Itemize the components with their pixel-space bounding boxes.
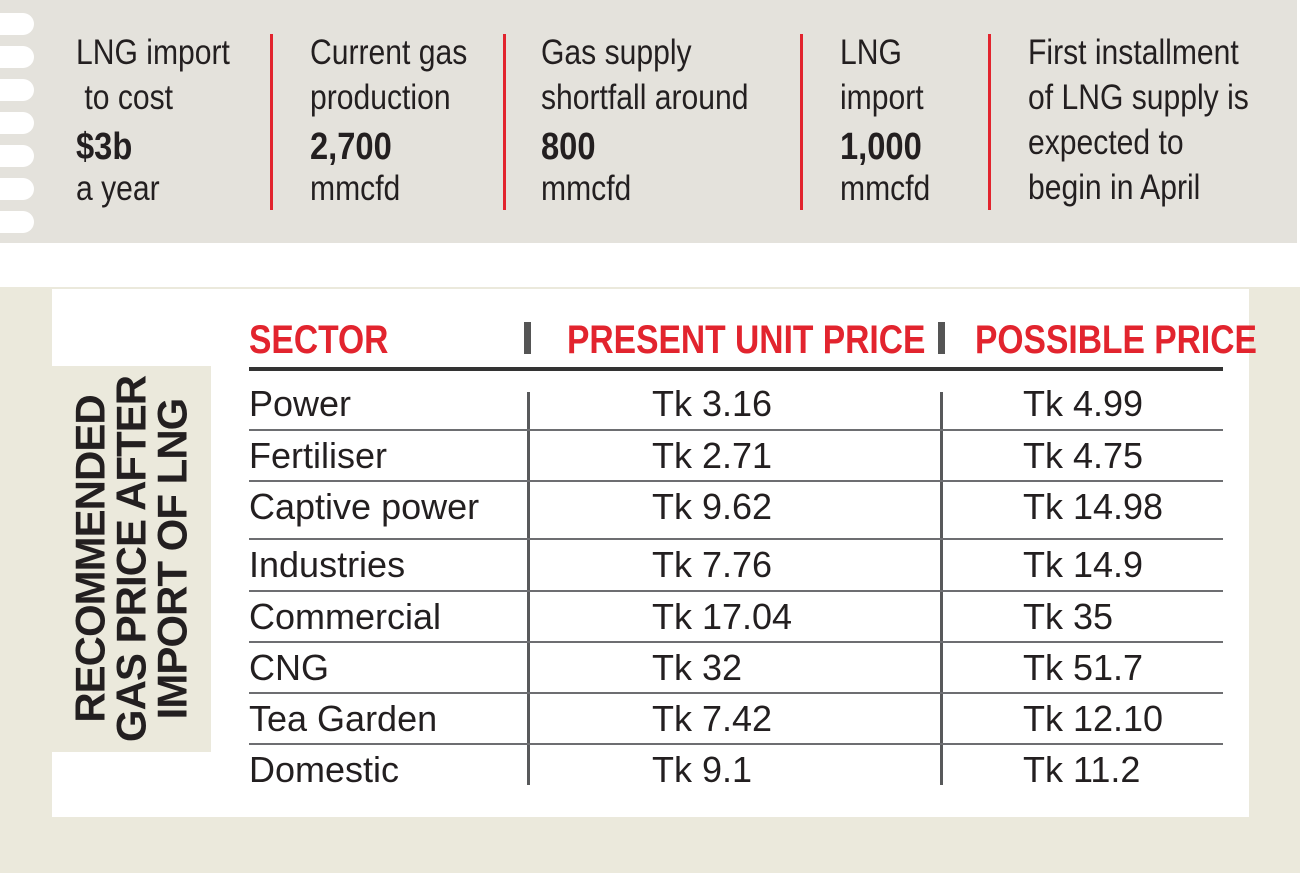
cell-present-price: Tk 32 <box>652 647 743 688</box>
row-divider <box>249 480 1223 482</box>
cell-possible-price: Tk 14.98 <box>1023 486 1164 527</box>
cell-sector: Fertiliser <box>249 435 388 476</box>
notebook-hole <box>0 112 34 134</box>
cell-present-price: Tk 9.1 <box>652 749 753 790</box>
stat-divider <box>270 34 273 210</box>
cell-possible-price: Tk 51.7 <box>1023 647 1144 688</box>
stat-current-production: Current gas production 2,700 mmcfd <box>310 30 467 211</box>
cell-sector: Captive power <box>249 486 480 527</box>
cell-possible-price: Tk 4.99 <box>1023 383 1144 424</box>
table-panel <box>0 287 1300 873</box>
cell-present-price: Tk 2.71 <box>652 435 773 476</box>
stat-value: 1,000 <box>840 126 922 168</box>
stat-supply-shortfall: Gas supply shortfall around 800 mmcfd <box>541 30 748 211</box>
stat-lng-import-cost: LNG import to cost $3b a year <box>76 30 230 211</box>
stat-lng-import-volume: LNG import 1,000 mmcfd <box>840 30 930 211</box>
column-divider <box>527 392 530 785</box>
notebook-hole <box>0 178 34 200</box>
stat-divider <box>988 34 991 210</box>
stat-label: LNG import <box>840 33 924 117</box>
row-divider <box>249 743 1223 745</box>
stat-unit: mmcfd <box>840 169 931 208</box>
stat-value: 800 <box>541 126 596 168</box>
row-divider <box>249 590 1223 592</box>
side-title: RECOMMENDED GAS PRICE AFTER IMPORT OF LN… <box>66 375 196 743</box>
cell-present-price: Tk 7.76 <box>652 544 773 585</box>
stat-label: LNG import to cost <box>76 33 230 117</box>
stat-first-installment: First installment of LNG supply is expec… <box>1028 30 1249 210</box>
cell-possible-price: Tk 4.75 <box>1023 435 1144 476</box>
notebook-hole <box>0 79 34 101</box>
row-divider <box>249 429 1223 431</box>
notebook-hole <box>0 13 34 35</box>
cell-possible-price: Tk 12.10 <box>1023 698 1164 739</box>
stat-unit: mmcfd <box>310 169 401 208</box>
cell-sector: CNG <box>249 647 329 688</box>
stat-label: First installment of LNG supply is expec… <box>1028 33 1249 207</box>
stats-band: LNG import to cost $3b a year Current ga… <box>0 0 1297 243</box>
row-divider <box>249 641 1223 643</box>
stat-value: $3b <box>76 126 133 168</box>
stat-label: Current gas production <box>310 33 468 117</box>
header-rule <box>249 367 1223 371</box>
cell-sector: Commercial <box>249 596 442 637</box>
column-header-possible-price: POSSIBLE PRICE <box>975 318 1257 362</box>
notebook-hole <box>0 46 34 68</box>
cell-present-price: Tk 3.16 <box>652 383 773 424</box>
notebook-hole <box>0 211 34 233</box>
stat-label: Gas supply shortfall around <box>541 33 749 117</box>
cell-possible-price: Tk 14.9 <box>1023 544 1144 585</box>
row-divider <box>249 692 1223 694</box>
notebook-hole <box>0 145 34 167</box>
cell-possible-price: Tk 11.2 <box>1023 749 1141 790</box>
column-header-present-price: PRESENT UNIT PRICE <box>567 318 926 362</box>
stat-unit: mmcfd <box>541 169 632 208</box>
stat-unit: a year <box>76 169 160 208</box>
cell-present-price: Tk 17.04 <box>652 596 793 637</box>
stat-divider <box>800 34 803 210</box>
row-divider <box>249 538 1223 540</box>
side-title-box <box>52 366 211 752</box>
stat-divider <box>503 34 506 210</box>
cell-present-price: Tk 7.42 <box>652 698 773 739</box>
header-separator <box>524 322 531 354</box>
cell-sector: Power <box>249 383 352 424</box>
cell-possible-price: Tk 35 <box>1023 596 1114 637</box>
cell-sector: Tea Garden <box>249 698 438 739</box>
cell-sector: Industries <box>249 544 406 585</box>
stat-value: 2,700 <box>310 126 392 168</box>
header-separator <box>938 322 945 354</box>
column-header-sector: SECTOR <box>249 318 389 362</box>
cell-sector: Domestic <box>249 749 400 790</box>
cell-present-price: Tk 9.62 <box>652 486 773 527</box>
table-card <box>52 289 1249 817</box>
column-divider <box>940 392 943 785</box>
